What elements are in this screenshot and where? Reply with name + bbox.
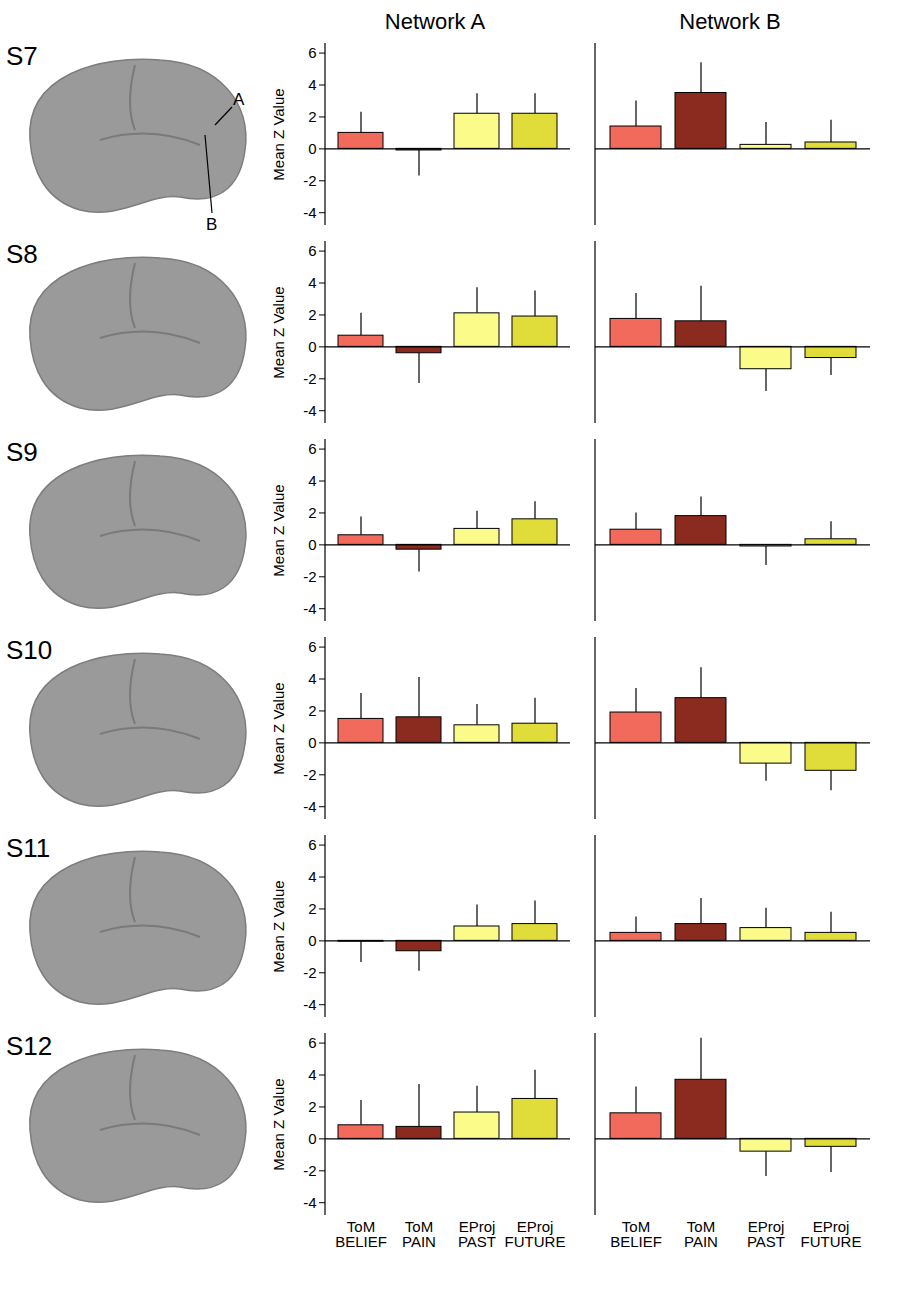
svg-text:0: 0: [308, 932, 316, 949]
svg-text:S12: S12: [6, 1031, 52, 1061]
svg-text:ToMPAIN: ToMPAIN: [402, 1218, 436, 1250]
svg-text:0: 0: [308, 338, 316, 355]
svg-text:4: 4: [308, 472, 316, 489]
svg-text:4: 4: [308, 76, 316, 93]
html-text:Network B: Network B: [679, 9, 781, 34]
svg-text:-4: -4: [303, 798, 316, 815]
svg-text:4: 4: [308, 670, 316, 687]
svg-text:0: 0: [308, 536, 316, 553]
svg-text:S7: S7: [6, 41, 38, 71]
svg-text:Mean Z Value: Mean Z Value: [270, 880, 287, 972]
svg-text:Mean Z Value: Mean Z Value: [270, 682, 287, 774]
svg-text:-2: -2: [303, 1162, 316, 1179]
svg-text:EProjFUTURE: EProjFUTURE: [801, 1218, 862, 1250]
svg-text:0: 0: [308, 140, 316, 157]
svg-text:2: 2: [308, 108, 316, 125]
svg-text:6: 6: [308, 836, 316, 853]
svg-text:2: 2: [308, 702, 316, 719]
svg-text:2: 2: [308, 1098, 316, 1115]
svg-text:Mean Z Value: Mean Z Value: [270, 286, 287, 378]
svg-text:6: 6: [308, 242, 316, 259]
svg-text:4: 4: [308, 868, 316, 885]
svg-text:ToMBELIEF: ToMBELIEF: [335, 1218, 387, 1250]
svg-text:EProjFUTURE: EProjFUTURE: [505, 1218, 566, 1250]
svg-text:Mean Z Value: Mean Z Value: [270, 484, 287, 576]
svg-text:-4: -4: [303, 402, 316, 419]
svg-text:S10: S10: [6, 635, 52, 665]
svg-text:A: A: [233, 90, 245, 109]
svg-text:Mean Z Value: Mean Z Value: [270, 88, 287, 180]
svg-text:-4: -4: [303, 600, 316, 617]
html-text:Network A: Network A: [384, 9, 486, 34]
svg-text:-2: -2: [303, 172, 316, 189]
svg-text:EProjPAST: EProjPAST: [458, 1218, 496, 1250]
svg-text:2: 2: [308, 900, 316, 917]
svg-text:6: 6: [308, 44, 316, 61]
svg-text:S8: S8: [6, 239, 38, 269]
svg-text:0: 0: [308, 1130, 316, 1147]
svg-text:-4: -4: [303, 1194, 316, 1211]
svg-text:S9: S9: [6, 437, 38, 467]
svg-text:6: 6: [308, 638, 316, 655]
svg-text:B: B: [206, 215, 217, 233]
svg-text:0: 0: [308, 734, 316, 751]
svg-text:-4: -4: [303, 996, 316, 1013]
svg-text:S11: S11: [6, 833, 50, 863]
svg-text:ToMBELIEF: ToMBELIEF: [610, 1218, 662, 1250]
svg-text:-4: -4: [303, 204, 316, 221]
svg-text:-2: -2: [303, 370, 316, 387]
svg-text:-2: -2: [303, 568, 316, 585]
svg-text:ToMPAIN: ToMPAIN: [684, 1218, 718, 1250]
svg-text:6: 6: [308, 440, 316, 457]
svg-text:-2: -2: [303, 964, 316, 981]
svg-text:EProjPAST: EProjPAST: [747, 1218, 785, 1250]
svg-text:2: 2: [308, 504, 316, 521]
svg-text:2: 2: [308, 306, 316, 323]
svg-text:4: 4: [308, 274, 316, 291]
svg-text:Mean Z Value: Mean Z Value: [270, 1078, 287, 1170]
svg-text:-2: -2: [303, 766, 316, 783]
svg-text:4: 4: [308, 1066, 316, 1083]
svg-text:6: 6: [308, 1034, 316, 1051]
